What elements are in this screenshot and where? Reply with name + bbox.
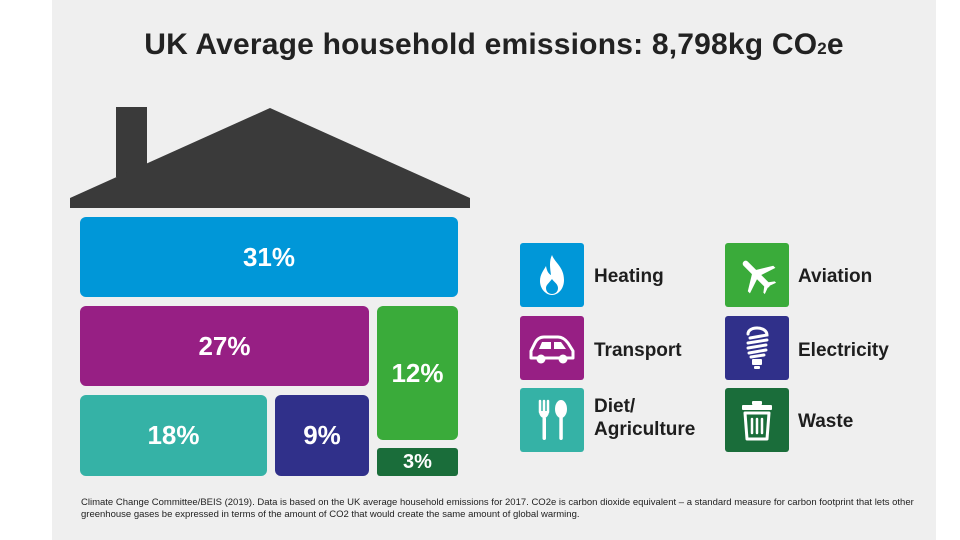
electricity-value-label: 9% xyxy=(303,420,341,450)
electricity-tile: 9% xyxy=(275,395,369,476)
diet-label-line-2: Agriculture xyxy=(594,419,696,440)
heating-legend-label: Heating xyxy=(594,266,664,287)
electricity-legend-swatch xyxy=(725,316,789,380)
trash-can-icon xyxy=(742,401,772,441)
diet-agriculture-legend-label: Diet/ Agriculture xyxy=(594,395,695,441)
aviation-legend-swatch xyxy=(725,243,789,307)
diet-agriculture-tile: 18% xyxy=(80,395,267,476)
electricity-legend-label: Electricity xyxy=(798,340,889,361)
lightbulb-icon xyxy=(746,326,769,369)
chart-title: UK Average household emissions: 8,798kg … xyxy=(52,28,936,62)
waste-tile: 3% xyxy=(377,448,458,476)
diet-agriculture-legend-swatch xyxy=(520,388,584,452)
heating-legend-swatch xyxy=(520,243,584,307)
title-subscript: 2 xyxy=(817,39,827,58)
transport-legend-label: Transport xyxy=(594,340,682,361)
title-tail: e xyxy=(826,28,844,61)
heating-tile: 31% xyxy=(80,217,458,297)
diet-label-line-1: Diet/ xyxy=(594,396,636,417)
source-footnote: Climate Change Committee/BEIS (2019). Da… xyxy=(81,497,914,520)
diet-agriculture-value-label: 18% xyxy=(147,420,200,450)
waste-value-label: 3% xyxy=(403,450,432,473)
heating-value-label: 31% xyxy=(242,241,296,272)
flame-icon xyxy=(540,255,564,295)
airplane-icon xyxy=(742,260,777,295)
transport-value-label: 27% xyxy=(198,330,251,361)
roof-icon xyxy=(70,108,470,208)
waste-legend-swatch xyxy=(725,388,789,452)
transport-legend-swatch xyxy=(520,316,584,380)
title-main: UK Average household emissions: 8,798kg … xyxy=(144,28,818,61)
fork-spoon-icon xyxy=(538,399,567,440)
transport-tile: 27% xyxy=(80,306,369,386)
aviation-tile: 12% xyxy=(377,306,458,440)
waste-legend-label: Waste xyxy=(798,411,854,432)
aviation-legend-label: Aviation xyxy=(798,266,873,287)
car-icon xyxy=(529,335,575,364)
chimney xyxy=(116,107,147,177)
aviation-value-label: 12% xyxy=(391,357,444,388)
